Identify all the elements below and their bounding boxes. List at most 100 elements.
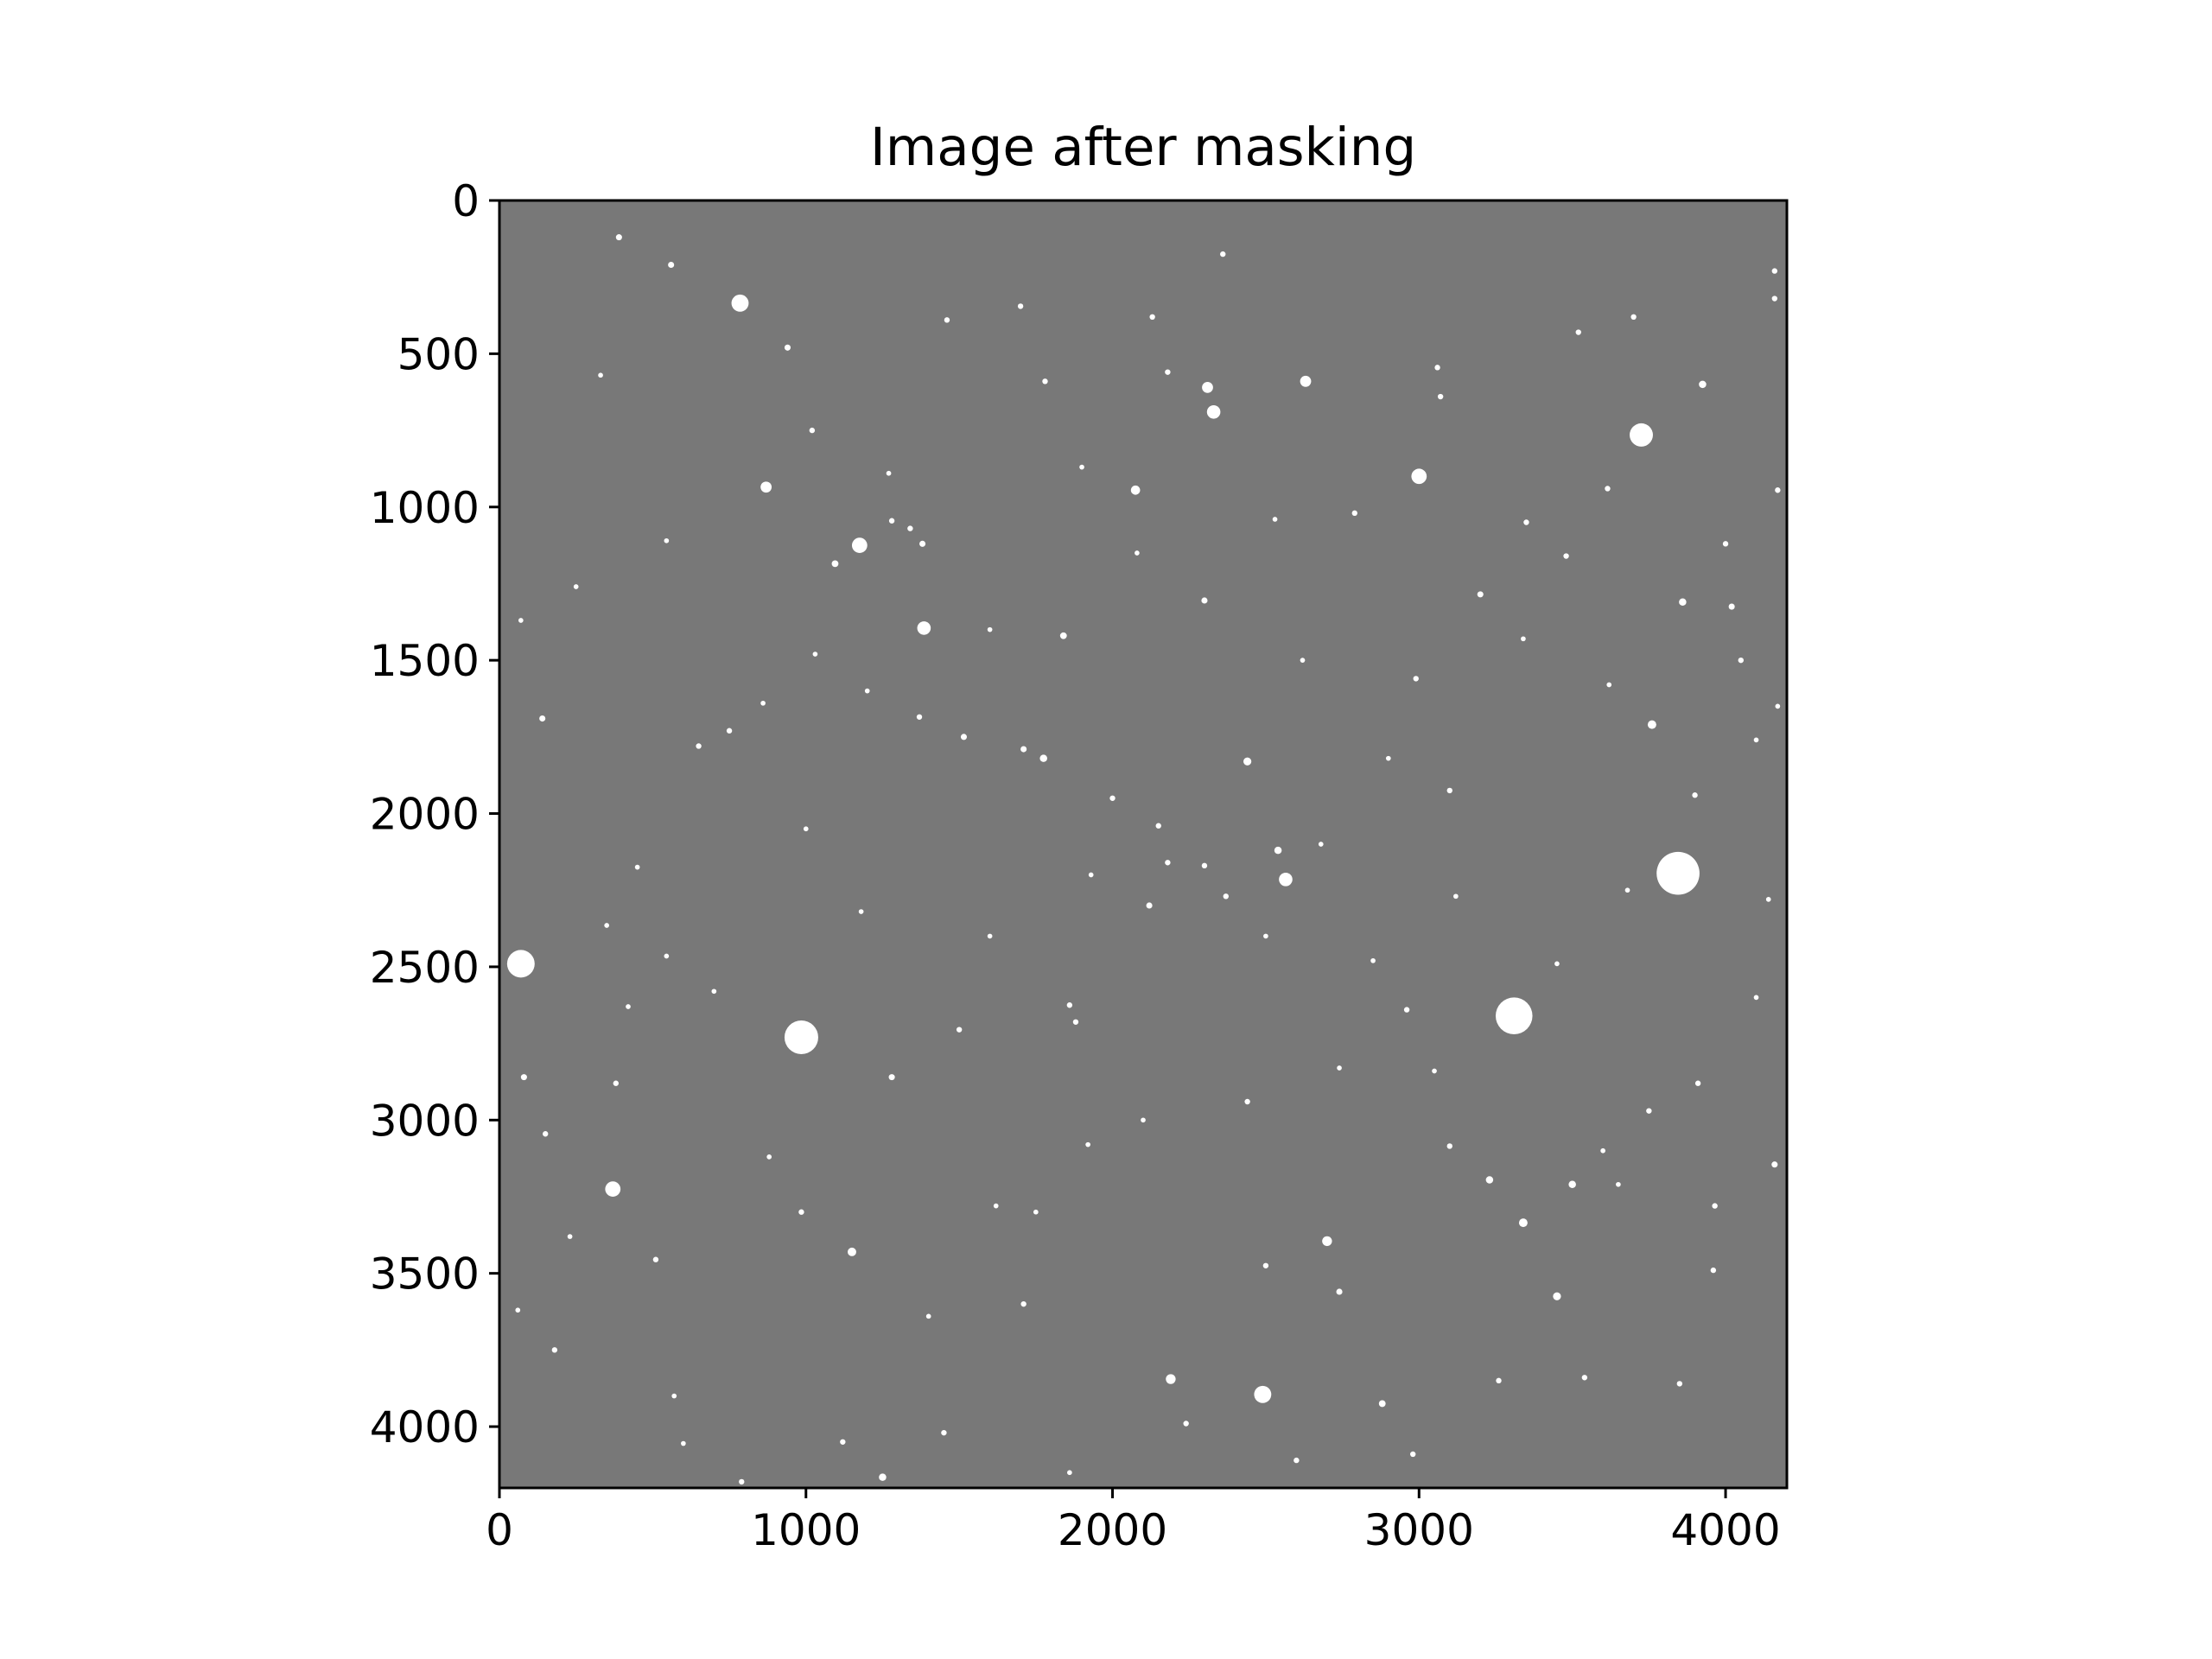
chart-title: Image after masking [870, 117, 1416, 178]
source-138 [925, 1313, 931, 1319]
source-72 [1771, 296, 1778, 302]
source-9 [917, 621, 931, 635]
source-61 [1646, 1108, 1652, 1114]
source-17 [1699, 380, 1707, 389]
source-58 [1336, 1288, 1343, 1295]
source-118 [941, 1429, 947, 1436]
source-97 [1220, 251, 1226, 257]
y-tick-label-4: 2000 [370, 790, 480, 840]
source-53 [1223, 893, 1229, 899]
x-tick-label-0: 0 [486, 1505, 513, 1555]
source-0 [506, 950, 535, 978]
source-33 [1039, 754, 1047, 762]
source-65 [1477, 591, 1484, 598]
source-150 [1088, 872, 1094, 878]
y-tick-label-0: 0 [452, 176, 480, 226]
source-99 [1351, 510, 1357, 517]
source-1 [784, 1020, 818, 1055]
source-116 [515, 1307, 521, 1313]
y-tick-label-5: 2500 [370, 943, 480, 993]
source-20 [848, 1247, 856, 1256]
source-100 [1523, 519, 1529, 525]
source-89 [615, 234, 622, 241]
source-127 [1521, 636, 1526, 642]
source-75 [1272, 517, 1278, 522]
source-79 [916, 714, 923, 720]
source-64 [1771, 1161, 1778, 1168]
source-62 [1694, 1080, 1701, 1086]
source-82 [812, 652, 818, 657]
source-56 [1244, 1098, 1250, 1105]
source-31 [1059, 632, 1067, 639]
source-4 [731, 294, 749, 312]
source-10 [1279, 872, 1293, 887]
source-130 [1079, 464, 1084, 470]
source-16 [1130, 485, 1141, 495]
x-tick-label-2: 2000 [1058, 1505, 1167, 1555]
source-80 [888, 518, 895, 524]
source-94 [944, 317, 950, 323]
source-48 [1066, 1002, 1073, 1008]
source-15 [1300, 375, 1312, 387]
source-140 [1141, 1117, 1146, 1123]
source-19 [1322, 1236, 1332, 1247]
source-14 [1202, 382, 1213, 393]
source-30 [831, 560, 839, 568]
y-tick-label-6: 3000 [370, 1096, 480, 1146]
source-141 [1337, 1065, 1342, 1071]
source-91 [809, 427, 816, 434]
source-50 [1146, 902, 1153, 909]
plot-frame [498, 199, 1789, 1490]
source-54 [1165, 860, 1171, 866]
source-36 [1378, 1400, 1386, 1408]
source-63 [1712, 1203, 1718, 1209]
source-84 [696, 743, 702, 749]
source-41 [634, 864, 640, 870]
source-120 [1085, 1141, 1090, 1147]
source-104 [1581, 1375, 1588, 1381]
source-12 [1411, 468, 1427, 485]
source-85 [664, 537, 670, 543]
source-13 [760, 481, 772, 493]
source-109 [1294, 1457, 1300, 1464]
source-101 [1563, 553, 1569, 559]
source-70 [1775, 487, 1781, 493]
source-26 [1647, 720, 1656, 729]
source-144 [1765, 897, 1771, 902]
source-68 [1605, 486, 1611, 492]
source-103 [1575, 329, 1581, 335]
source-122 [1710, 1267, 1717, 1274]
source-112 [840, 1439, 846, 1445]
source-154 [626, 1004, 631, 1009]
source-95 [886, 470, 892, 476]
x-axis: 0 1000 2000 3000 4000 [486, 1488, 1781, 1555]
source-57 [1262, 1262, 1269, 1268]
source-5 [605, 1181, 621, 1197]
source-83 [726, 728, 733, 734]
source-46 [888, 1074, 895, 1081]
source-43 [539, 715, 546, 722]
y-axis: 0 500 1000 1500 2000 2500 3000 3500 4000 [370, 176, 499, 1452]
source-148 [1370, 957, 1376, 963]
source-59 [1403, 1007, 1410, 1013]
y-tick-label-3: 1500 [370, 636, 480, 686]
source-76 [1165, 369, 1171, 375]
source-3 [1495, 997, 1533, 1034]
source-153 [711, 988, 717, 995]
source-18 [1166, 1374, 1176, 1384]
source-151 [987, 933, 993, 939]
source-98 [1300, 658, 1306, 663]
y-tick-label-2: 1000 [370, 483, 480, 533]
source-44 [652, 1256, 659, 1262]
source-133 [760, 700, 766, 706]
x-tick-label-3: 3000 [1364, 1505, 1474, 1555]
source-134 [864, 688, 870, 694]
source-115 [551, 1347, 558, 1353]
source-22 [1485, 1176, 1494, 1184]
source-92 [1017, 303, 1024, 309]
source-145 [1753, 737, 1759, 743]
source-102 [1630, 314, 1637, 321]
source-137 [766, 1154, 772, 1160]
source-93 [1042, 378, 1048, 385]
source-34 [960, 734, 968, 741]
